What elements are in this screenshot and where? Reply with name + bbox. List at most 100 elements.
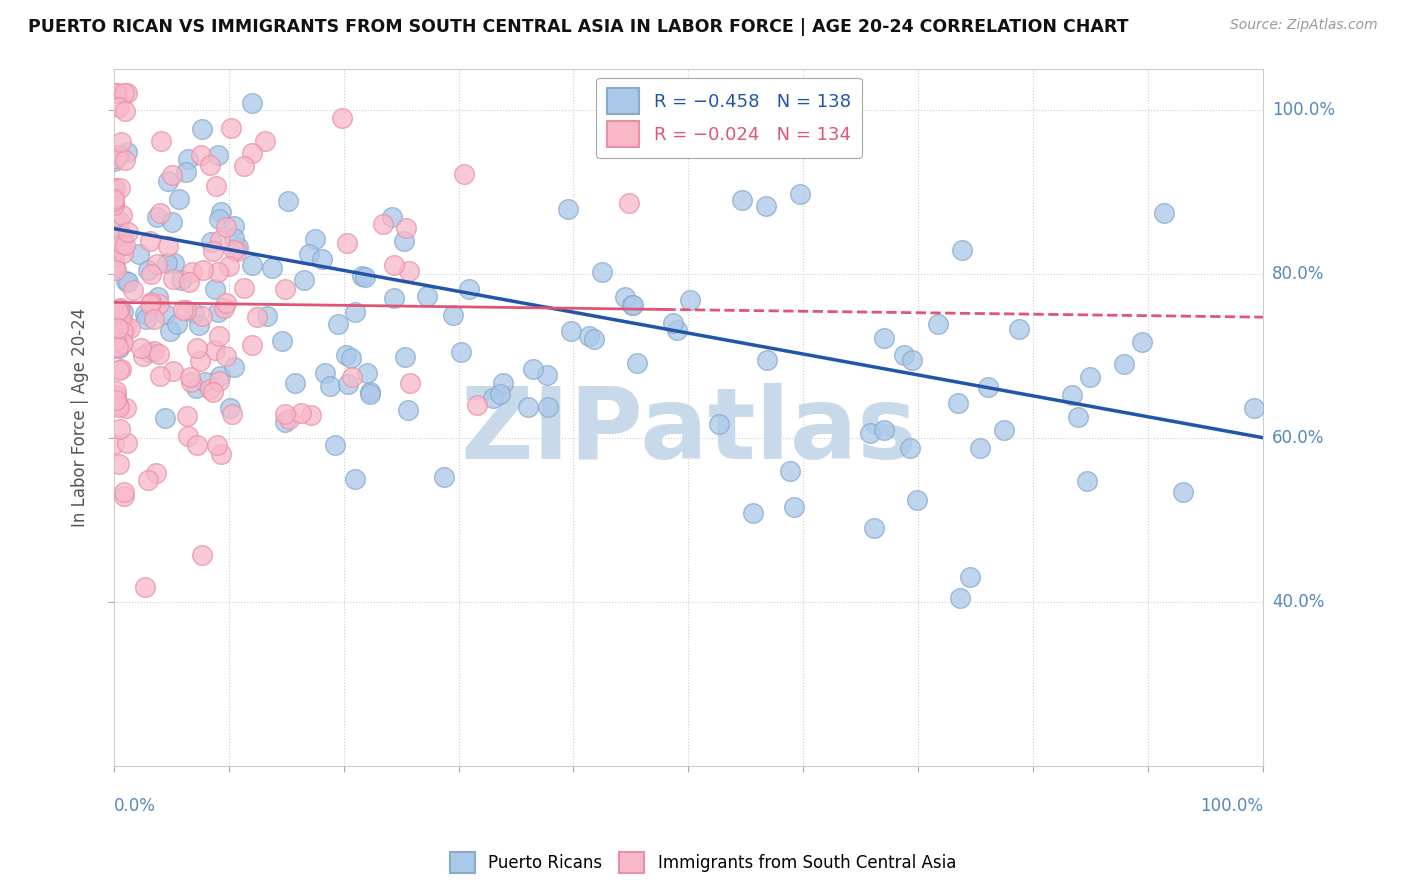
Point [110,362,132,376]
Point [394,351,416,365]
Point [209,204,232,219]
Point [893,348,915,362]
Legend: Puerto Ricans, Immigrants from South Central Asia: Puerto Ricans, Immigrants from South Cen… [443,846,963,880]
Point [107,301,129,316]
Point [103,250,125,264]
Point [1153,206,1175,220]
Point [105,86,128,100]
Point [274,407,297,421]
Point [709,417,731,432]
Point [214,301,236,315]
Point [335,348,357,362]
Point [398,264,420,278]
Point [156,174,179,188]
Point [110,136,132,150]
Point [560,324,582,338]
Point [336,377,359,392]
Point [142,311,165,326]
Point [156,256,179,270]
Point [240,96,263,111]
Point [103,154,125,169]
Point [111,229,134,244]
Point [222,243,245,257]
Point [433,469,456,483]
Point [107,398,129,412]
Point [180,375,202,389]
Point [330,111,353,125]
Point [107,340,129,354]
Point [107,100,129,114]
Point [149,368,172,383]
Point [117,145,139,160]
Point [977,380,1000,394]
Point [927,317,949,331]
Point [138,344,160,359]
Point [326,317,349,331]
Point [146,211,169,225]
Point [779,464,801,478]
Point [1243,401,1265,415]
Text: PUERTO RICAN VS IMMIGRANTS FROM SOUTH CENTRAL ASIA IN LABOR FORCE | AGE 20-24 CO: PUERTO RICAN VS IMMIGRANTS FROM SOUTH CE… [28,18,1129,36]
Point [863,521,886,535]
Point [352,268,374,283]
Point [163,256,186,270]
Point [1078,369,1101,384]
Point [141,267,163,281]
Point [134,307,156,321]
Point [536,368,558,382]
Point [183,306,205,320]
Point [103,258,125,272]
Point [149,206,172,220]
Point [160,168,183,182]
Point [256,309,278,323]
Point [110,422,132,436]
Point [578,328,600,343]
Point [278,412,301,426]
Point [591,265,613,279]
Point [1076,474,1098,488]
Text: 100.0%: 100.0% [1201,797,1264,814]
Point [219,401,242,415]
Legend: R = −0.458   N = 138, R = −0.024   N = 134: R = −0.458 N = 138, R = −0.024 N = 134 [596,78,862,158]
Point [177,429,200,443]
Point [148,290,170,304]
Point [382,259,405,273]
Point [873,423,896,437]
Point [381,210,404,224]
Point [290,406,312,420]
Point [167,192,190,206]
Point [112,489,135,503]
Point [219,120,242,135]
Point [110,312,132,326]
Point [359,384,381,399]
Point [969,441,991,455]
Point [186,438,208,452]
Point [139,295,162,310]
Point [537,400,560,414]
Point [128,247,150,261]
Point [731,194,754,208]
Point [583,332,606,346]
Point [205,438,228,452]
Point [662,316,685,330]
Point [617,195,640,210]
Point [614,290,637,304]
Point [399,376,422,391]
Point [108,227,131,242]
Point [271,334,294,348]
Point [873,331,896,345]
Point [188,318,211,332]
Point [208,233,231,247]
Point [522,362,544,376]
Point [395,221,418,235]
Point [1112,357,1135,371]
Point [450,344,472,359]
Point [138,297,160,311]
Point [103,388,125,402]
Point [117,225,139,239]
Text: 40.0%: 40.0% [1272,593,1324,611]
Point [103,181,125,195]
Point [135,312,157,326]
Point [626,356,648,370]
Point [304,232,326,246]
